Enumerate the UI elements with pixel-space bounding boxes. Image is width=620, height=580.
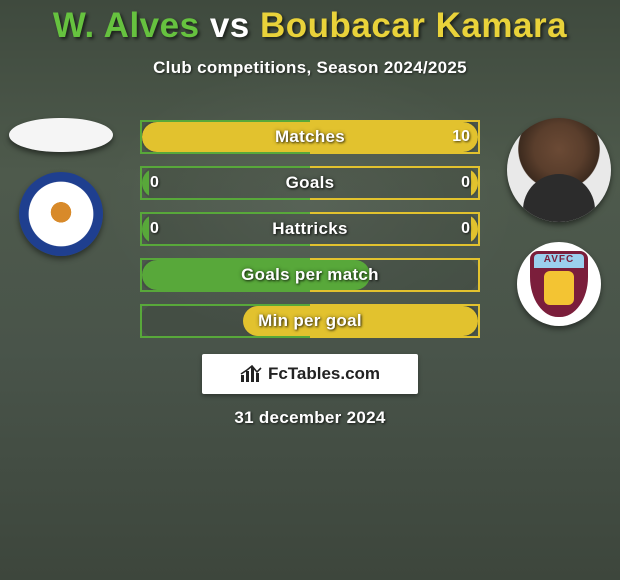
stat-value-right: 10 <box>430 120 470 154</box>
stat-value-right <box>430 304 470 338</box>
stat-label: Matches <box>140 120 480 154</box>
stat-row: Goals per match <box>140 258 480 292</box>
bar-chart-icon <box>240 365 262 383</box>
leicester-fox-icon <box>44 197 78 231</box>
stat-label: Min per goal <box>140 304 480 338</box>
stat-value-left <box>150 304 190 338</box>
avfc-text: AVFC <box>530 254 588 265</box>
stat-row: Hattricks0 0 <box>140 212 480 246</box>
title-player2: Boubacar Kamara <box>260 6 567 45</box>
stat-row: Min per goal <box>140 304 480 338</box>
stat-value-left: 0 <box>150 212 190 246</box>
branding-text: FcTables.com <box>268 364 380 384</box>
stat-value-left <box>150 120 190 154</box>
stat-bars: Matches10Goals00Hattricks00Goals per mat… <box>140 120 480 338</box>
stat-value-right <box>430 258 470 292</box>
stat-label: Goals <box>140 166 480 200</box>
avfc-lion-icon <box>544 271 574 305</box>
stat-row: Goals0 0 <box>140 166 480 200</box>
player-left-club-badge <box>19 172 103 256</box>
stat-row: Matches10 <box>140 120 480 154</box>
player-right-club-badge: AVFC <box>517 242 601 326</box>
stat-value-right: 0 <box>430 212 470 246</box>
player-left-column <box>6 118 116 256</box>
stat-value-right: 0 <box>430 166 470 200</box>
branding-badge: FcTables.com <box>202 354 418 394</box>
stat-value-left: 0 <box>150 166 190 200</box>
stat-value-left <box>150 258 190 292</box>
comparison-title: W. Alves vs Boubacar Kamara <box>0 6 620 46</box>
stat-label: Goals per match <box>140 258 480 292</box>
stat-label: Hattricks <box>140 212 480 246</box>
subtitle: Club competitions, Season 2024/2025 <box>0 58 620 78</box>
player-right-avatar <box>507 118 611 222</box>
title-vs: vs <box>210 6 250 45</box>
title-player1: W. Alves <box>53 6 200 45</box>
avfc-shield-icon: AVFC <box>530 251 588 317</box>
infographic: W. Alves vs Boubacar Kamara Club competi… <box>0 0 620 580</box>
footer-date: 31 december 2024 <box>0 408 620 428</box>
player-left-avatar <box>9 118 113 152</box>
player-right-column: AVFC <box>504 118 614 326</box>
